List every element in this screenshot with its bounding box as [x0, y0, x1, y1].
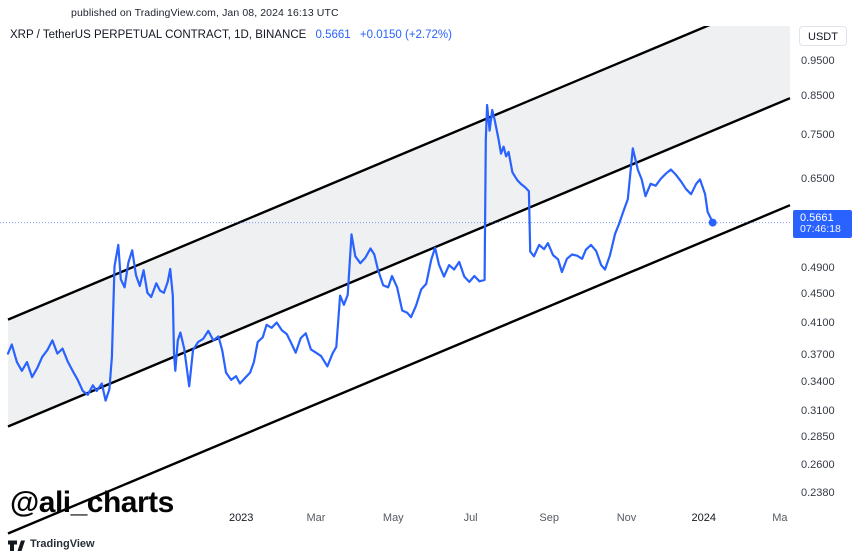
price-tick-label: 0.7500	[801, 128, 835, 141]
price-tick-label: 0.4900	[801, 261, 835, 274]
time-tick-label: Jul	[463, 512, 478, 524]
price-tick-label: 0.8500	[801, 89, 835, 102]
last-price-value: 0.5661	[315, 29, 351, 41]
price-tick-label: 0.2850	[801, 430, 835, 443]
watermark: @ali_charts	[10, 486, 174, 519]
badge-countdown: 07:46:18	[800, 222, 841, 235]
symbol-title[interactable]: XRP / TetherUS PERPETUAL CONTRACT, 1D, B…	[10, 29, 307, 41]
price-tick-label: 0.3700	[801, 349, 835, 362]
time-tick-label: Ma	[772, 512, 788, 524]
time-axis[interactable]: 2023 Mar May Jul Sep Nov 2024 Ma	[0, 505, 792, 533]
last-price-badge: 0.5661 07:46:18	[793, 209, 852, 238]
published-caption: published on TradingView.com, Jan 08, 20…	[71, 7, 339, 19]
brand-name: TradingView	[30, 538, 95, 550]
price-tick-label: 0.3400	[801, 375, 835, 388]
time-tick-label: 2024	[691, 512, 717, 524]
price-tick-label: 0.2600	[801, 459, 835, 472]
price-tick-label: 0.4100	[801, 317, 835, 330]
time-tick-label: Sep	[539, 512, 559, 524]
time-tick-label: Mar	[306, 512, 326, 524]
badge-price: 0.5661	[800, 211, 834, 224]
currency-toggle-button[interactable]: USDT	[799, 26, 847, 46]
price-tick-label: 0.6500	[801, 173, 835, 186]
time-tick-label: Nov	[616, 512, 637, 524]
price-tick-label: 0.2380	[801, 486, 835, 499]
price-tick-label: 0.9500	[801, 55, 835, 67]
time-tick-label: 2023	[228, 512, 254, 524]
price-tick-label: 0.3100	[801, 404, 835, 417]
chart-legend: XRP / TetherUS PERPETUAL CONTRACT, 1D, B…	[10, 29, 452, 41]
time-tick-label: May	[382, 512, 404, 524]
price-axis[interactable]: 0.9500 0.8500 0.7500 0.6500 0.4900 0.4500 0.41…	[793, 0, 860, 532]
tradingview-logo-icon	[8, 540, 25, 551]
price-change-value: +0.0150 (+2.72%)	[359, 29, 452, 41]
price-chart-plot[interactable]	[0, 0, 792, 540]
price-tick-label: 0.4500	[801, 288, 835, 301]
footer-brand: TradingView	[8, 537, 95, 551]
